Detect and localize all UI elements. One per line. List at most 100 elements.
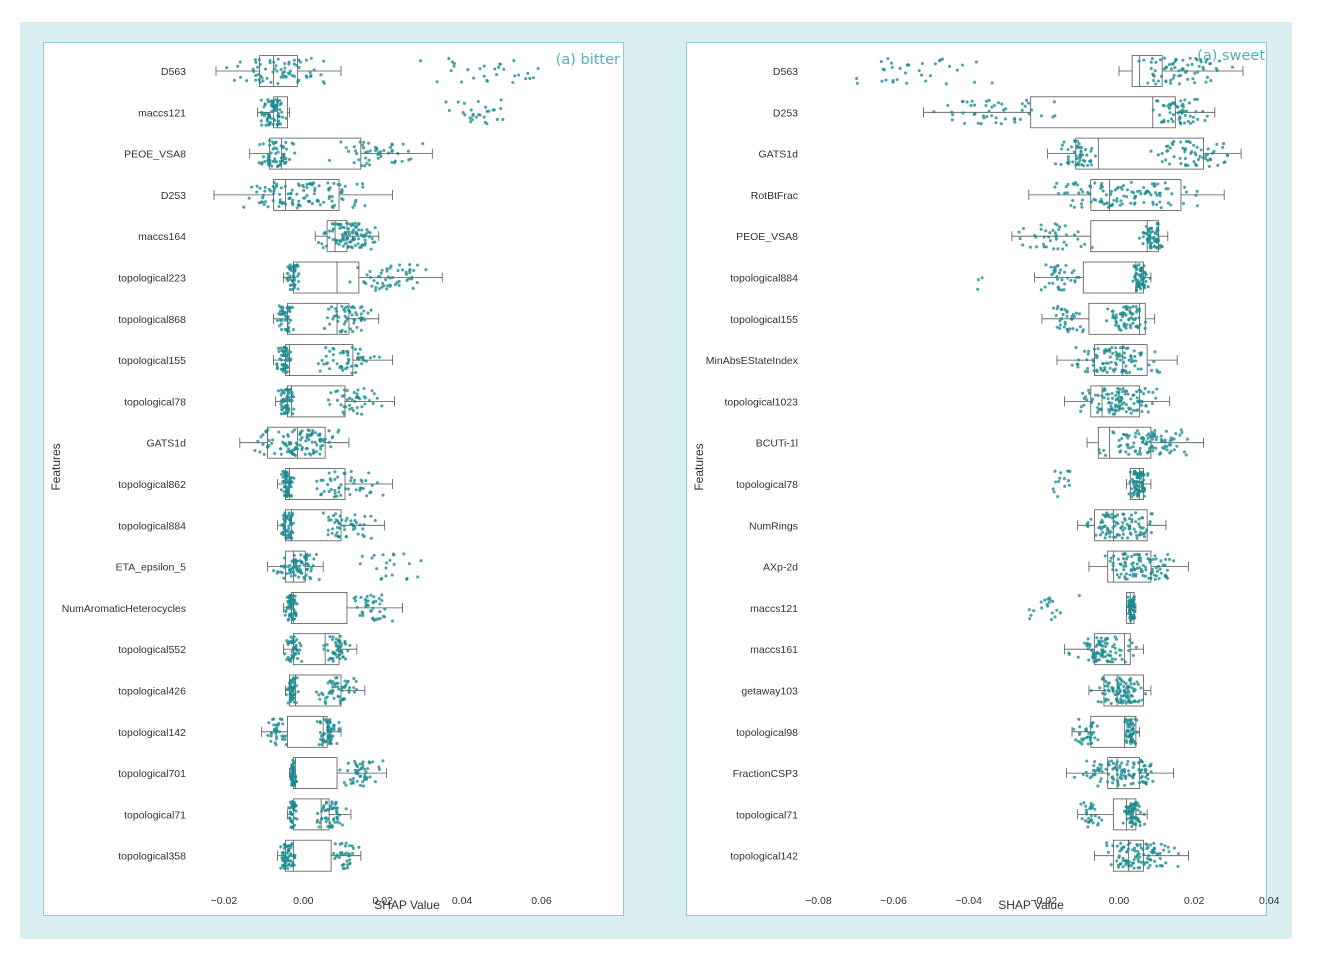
- bitter-point: [300, 429, 304, 433]
- bitter-point: [320, 358, 324, 362]
- sweet-point: [1144, 568, 1148, 572]
- bitter-point: [355, 765, 360, 769]
- sweet-point: [1126, 685, 1131, 689]
- bitter-point: [279, 358, 284, 362]
- bitter-point: [297, 279, 301, 284]
- sweet-point: [1093, 814, 1097, 818]
- sweet-point: [1178, 156, 1182, 160]
- sweet-point: [1101, 520, 1105, 524]
- bitter-point: [283, 511, 287, 515]
- bitter-point: [279, 564, 283, 568]
- sweet-point: [1136, 367, 1140, 371]
- bitter-point: [331, 807, 335, 811]
- bitter-point: [292, 553, 296, 557]
- sweet-point: [1075, 139, 1080, 143]
- bitter-point: [347, 403, 352, 407]
- sweet-point: [1115, 767, 1119, 771]
- bitter-point: [396, 268, 400, 273]
- bitter-point: [330, 824, 334, 828]
- sweet-point: [1067, 160, 1071, 164]
- sweet-point: [1172, 559, 1176, 563]
- bitter-point: [298, 438, 302, 442]
- sweet-x-tick-label: −0.04: [955, 895, 982, 907]
- bitter-point: [401, 142, 405, 146]
- bitter-point: [513, 74, 517, 78]
- bitter-point: [283, 161, 287, 165]
- bitter-point: [347, 844, 352, 848]
- bitter-point: [361, 355, 365, 359]
- bitter-point: [290, 679, 294, 683]
- sweet-point: [1087, 388, 1091, 392]
- bitter-point: [332, 222, 336, 226]
- sweet-point: [1113, 693, 1117, 697]
- bitter-point: [408, 267, 412, 271]
- sweet-point: [1135, 844, 1140, 848]
- sweet-point: [1063, 322, 1067, 326]
- bitter-point: [324, 244, 329, 248]
- bitter-point: [331, 229, 335, 233]
- sweet-point: [1169, 103, 1173, 107]
- bitter-point: [354, 595, 358, 599]
- bitter-point: [330, 199, 334, 203]
- sweet-point: [1115, 689, 1119, 693]
- bitter-point: [352, 203, 357, 207]
- bitter-marks: −0.02 0.00 0.02 0.04 0.06D563maccs121PEOE_VS…: [62, 55, 552, 907]
- bitter-point: [287, 447, 291, 451]
- sweet-point: [1119, 563, 1123, 567]
- bitter-point: [351, 329, 355, 334]
- bitter-point: [279, 845, 283, 849]
- bitter-point: [342, 322, 346, 326]
- sweet-point: [1182, 185, 1187, 189]
- sweet-point: [1151, 229, 1155, 234]
- bitter-point: [360, 412, 364, 416]
- sweet-point: [1135, 730, 1140, 734]
- sweet-point: [1160, 244, 1164, 248]
- sweet-point: [1144, 692, 1148, 696]
- bitter-point: [292, 808, 296, 812]
- bitter-point: [295, 656, 300, 661]
- sweet-point: [1119, 848, 1124, 852]
- bitter-point: [294, 776, 298, 780]
- sweet-feature-label-d563: D563: [773, 66, 798, 78]
- sweet-point: [1134, 520, 1138, 524]
- sweet-point: [1089, 163, 1093, 167]
- sweet-point: [1180, 110, 1184, 114]
- sweet-point: [1204, 60, 1208, 64]
- bitter-point: [281, 397, 286, 401]
- sweet-point: [1076, 365, 1080, 369]
- sweet-point: [1062, 476, 1066, 481]
- sweet-point: [1172, 73, 1176, 78]
- sweet-point: [1083, 641, 1087, 645]
- bitter-point: [276, 81, 280, 86]
- bitter-point: [287, 568, 292, 572]
- bitter-point: [282, 866, 287, 870]
- sweet-point: [1155, 193, 1159, 197]
- bitter-point: [288, 449, 292, 454]
- sweet-point: [984, 99, 989, 103]
- bitter-point: [278, 192, 282, 196]
- sweet-point: [1142, 275, 1146, 279]
- bitter-point: [477, 113, 481, 117]
- sweet-point: [1130, 190, 1134, 194]
- sweet-point: [1124, 805, 1128, 809]
- sweet-point: [1057, 479, 1061, 484]
- sweet-point: [1060, 288, 1064, 292]
- sweet-point: [1083, 819, 1088, 823]
- bitter-point: [356, 356, 360, 360]
- sweet-point: [1142, 185, 1146, 190]
- sweet-point: [1155, 864, 1159, 868]
- bitter-point: [374, 286, 378, 290]
- bitter-point: [338, 768, 342, 772]
- bitter-point: [348, 778, 353, 782]
- bitter-point: [279, 412, 283, 416]
- sweet-point: [1187, 101, 1192, 105]
- sweet-point: [1058, 319, 1062, 323]
- bitter-point: [313, 186, 317, 190]
- sweet-point: [1181, 105, 1186, 109]
- sweet-point: [1129, 782, 1133, 786]
- sweet-point: [1055, 608, 1059, 612]
- bitter-point: [291, 287, 295, 292]
- bitter-point: [335, 806, 339, 810]
- sweet-point: [1121, 528, 1125, 532]
- sweet-point: [1122, 680, 1126, 684]
